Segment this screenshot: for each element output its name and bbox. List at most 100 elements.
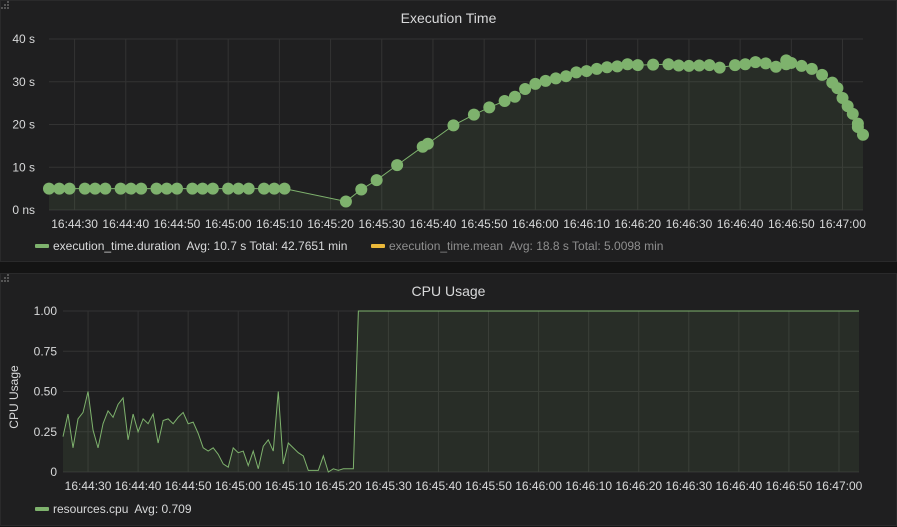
x-tick-label: 16:46:00 — [512, 217, 559, 231]
data-point — [611, 60, 624, 73]
data-point — [498, 94, 511, 107]
data-point — [339, 195, 352, 208]
data-point — [759, 57, 772, 70]
x-tick-label: 16:45:30 — [358, 217, 405, 231]
legend-stats: Avg: 18.8 s Total: 5.0098 min — [509, 239, 664, 253]
y-tick-label: 0 ns — [12, 203, 35, 217]
y-tick-label: 0.75 — [34, 344, 58, 358]
resize-handle-icon[interactable] — [1, 1, 9, 9]
x-tick-label: 16:45:30 — [365, 479, 412, 493]
panel-title[interactable]: CPU Usage — [411, 283, 486, 299]
x-tick-label: 16:44:30 — [51, 217, 98, 231]
legend-series-name: resources.cpu — [53, 502, 129, 516]
data-point — [831, 82, 844, 95]
data-point — [43, 182, 55, 195]
data-point — [421, 137, 434, 150]
x-tick-label: 16:46:50 — [766, 479, 813, 493]
legend-series-name: execution_time.mean — [389, 239, 504, 253]
data-point — [467, 108, 480, 121]
x-tick-label: 16:44:40 — [115, 479, 162, 493]
data-point — [242, 182, 255, 195]
data-point — [805, 62, 818, 75]
data-point — [186, 182, 199, 195]
data-point — [196, 182, 209, 195]
series-area — [63, 311, 859, 472]
x-tick-label: 16:45:00 — [215, 479, 262, 493]
data-point — [560, 70, 573, 83]
x-tick-label: 16:46:30 — [666, 217, 713, 231]
x-tick-label: 16:46:30 — [665, 479, 712, 493]
data-point — [570, 66, 583, 79]
y-tick-label: 10 s — [12, 160, 35, 174]
cpu-usage-chart: 0 0.25 0.50 0.75 1.00 16:44:30 16:44:40 16:44:5… — [34, 304, 863, 493]
data-point — [749, 56, 762, 69]
x-tick-label: 16:45:20 — [307, 217, 354, 231]
x-tick-label: 16:45:40 — [410, 217, 457, 231]
x-tick-label: 16:46:40 — [717, 217, 764, 231]
x-tick-label: 16:45:50 — [461, 217, 508, 231]
execution-time-chart: 0 ns 10 s 20 s 30 s 40 s 16:44:30 16:44:40 16:4… — [12, 32, 869, 231]
data-point — [53, 182, 66, 195]
x-tick-label: 16:47:00 — [819, 217, 866, 231]
legend-item-duration[interactable]: execution_time.duration Avg: 10.7 s Tota… — [35, 239, 347, 253]
series-area — [49, 60, 863, 210]
execution-time-panel: Execution Time 0 ns 10 s 20 s 30 s 40 s 16:44… — [0, 0, 897, 262]
x-tick-label: 16:44:30 — [65, 479, 112, 493]
cpu-usage-panel: CPU Usage CPU Usage 0 0.25 0.50 0.75 1.00 16:… — [0, 273, 897, 526]
data-point — [590, 62, 603, 75]
data-point — [703, 59, 716, 72]
data-point — [170, 182, 183, 195]
data-point — [769, 60, 782, 73]
data-point — [99, 182, 112, 195]
x-tick-label: 16:44:40 — [102, 217, 149, 231]
data-point — [601, 61, 614, 74]
x-tick-label: 16:45:10 — [265, 479, 312, 493]
data-point — [857, 128, 869, 141]
data-point — [713, 61, 726, 74]
data-point — [647, 58, 660, 71]
data-point — [114, 182, 127, 195]
y-tick-label: 40 s — [12, 32, 35, 46]
x-tick-label: 16:45:00 — [205, 217, 252, 231]
y-tick-label: 1.00 — [34, 304, 58, 318]
legend-series-name: execution_time.duration — [53, 239, 181, 253]
y-tick-label: 20 s — [12, 118, 35, 132]
legend-swatch — [35, 244, 49, 248]
x-tick-label: 16:46:40 — [715, 479, 762, 493]
y-tick-label: 0.25 — [34, 425, 58, 439]
y-tick-label: 0 — [50, 465, 57, 479]
x-tick-label: 16:47:00 — [816, 479, 863, 493]
x-tick-label: 16:44:50 — [154, 217, 201, 231]
data-point — [160, 182, 173, 195]
legend-swatch — [35, 507, 49, 511]
x-tick-label: 16:46:20 — [615, 479, 662, 493]
data-point — [63, 182, 76, 195]
y-tick-label: 0.50 — [34, 385, 58, 399]
data-point — [135, 182, 148, 195]
data-point — [846, 107, 859, 120]
legend-stats: Avg: 10.7 s Total: 42.7651 min — [186, 239, 348, 253]
x-tick-label: 16:44:50 — [165, 479, 212, 493]
data-point — [549, 72, 562, 85]
data-point — [682, 59, 695, 72]
data-point — [124, 182, 137, 195]
data-point — [232, 182, 245, 195]
data-point — [739, 58, 752, 71]
legend-stats: Avg: 0.709 — [134, 502, 192, 516]
data-point — [150, 182, 163, 195]
resize-handle-icon[interactable] — [1, 274, 9, 282]
legend-item-cpu[interactable]: resources.cpu Avg: 0.709 — [35, 502, 192, 516]
data-point — [631, 59, 644, 72]
data-point — [539, 74, 552, 87]
data-point — [370, 174, 383, 187]
x-tick-label: 16:46:10 — [565, 479, 612, 493]
data-point — [662, 58, 675, 71]
data-point — [222, 182, 235, 195]
legend-item-mean[interactable]: execution_time.mean Avg: 18.8 s Total: 5… — [371, 239, 663, 253]
data-point — [258, 182, 271, 195]
panel-title[interactable]: Execution Time — [400, 10, 497, 26]
y-tick-label: 30 s — [12, 75, 35, 89]
data-point — [89, 182, 102, 195]
data-point — [278, 182, 291, 195]
x-tick-label: 16:45:20 — [315, 479, 362, 493]
